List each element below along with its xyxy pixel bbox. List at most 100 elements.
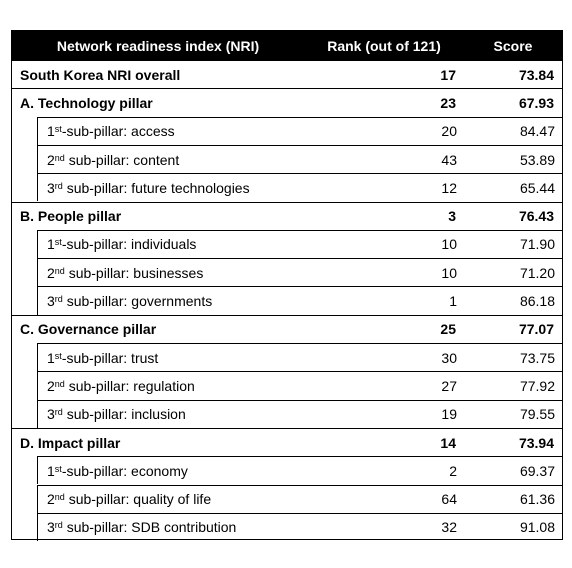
score: 61.36 bbox=[519, 491, 555, 508]
score: 91.08 bbox=[519, 519, 555, 536]
rank: 20 bbox=[441, 123, 457, 140]
ordinal-number: 2 bbox=[47, 151, 55, 168]
rank: 30 bbox=[441, 349, 457, 366]
row-label: C. Governance pillar bbox=[20, 321, 157, 338]
ordinal-suffix: rd bbox=[54, 407, 63, 418]
rank: 12 bbox=[441, 179, 457, 196]
rank-cell: 10 bbox=[305, 231, 457, 258]
score-cell: 79.55 bbox=[465, 401, 555, 428]
header-cell: Network readiness index (NRI) bbox=[12, 31, 304, 60]
row-label: 1st-sub-pillar: access bbox=[47, 123, 175, 139]
ordinal-number: 2 bbox=[47, 491, 55, 508]
ordinal-number: 1 bbox=[47, 123, 55, 140]
score-cell: 61.36 bbox=[465, 486, 555, 513]
label-cell: 3rd sub-pillar: inclusion bbox=[47, 401, 307, 428]
label-text: -sub-pillar: individuals bbox=[61, 236, 197, 253]
ordinal-suffix: nd bbox=[54, 265, 65, 276]
label-cell: 1st-sub-pillar: access bbox=[47, 118, 307, 145]
row-label: 1st-sub-pillar: individuals bbox=[47, 236, 196, 252]
header-row: Network readiness index (NRI) Rank (out o… bbox=[12, 31, 562, 60]
score: 73.94 bbox=[518, 434, 554, 451]
row-label: A. Technology pillar bbox=[20, 94, 153, 111]
label-cell: 2nd sub-pillar: regulation bbox=[47, 372, 307, 399]
ordinal-suffix: st bbox=[54, 124, 62, 135]
score: 77.92 bbox=[519, 377, 555, 394]
row-label: 3rd sub-pillar: future technologies bbox=[47, 180, 250, 196]
rank-cell: 30 bbox=[305, 344, 457, 371]
label-text: sub-pillar: SDB contribution bbox=[62, 519, 237, 536]
score: 73.84 bbox=[518, 66, 554, 83]
label-cell: 3rd sub-pillar: governments bbox=[47, 287, 307, 314]
score: 53.89 bbox=[519, 151, 555, 168]
column-header: Rank (out of 121) bbox=[327, 37, 441, 54]
sub-pillar-row: 3rd sub-pillar: future technologies 12 65.… bbox=[37, 173, 562, 202]
sub-pillar-row: 3rd sub-pillar: governments 1 86.18 bbox=[37, 286, 562, 315]
score-cell: 86.18 bbox=[465, 287, 555, 314]
sub-pillar-row: 2nd sub-pillar: regulation 27 77.92 bbox=[37, 371, 562, 400]
rank: 43 bbox=[441, 151, 457, 168]
score-cell: 84.47 bbox=[465, 118, 555, 145]
rank: 3 bbox=[448, 208, 456, 225]
row-label: 2nd sub-pillar: businesses bbox=[47, 265, 203, 281]
score: 65.44 bbox=[519, 179, 555, 196]
score: 71.20 bbox=[519, 264, 555, 281]
label-text: -sub-pillar: economy bbox=[61, 462, 188, 479]
rank-cell: 27 bbox=[305, 372, 457, 399]
rank-cell: 12 bbox=[305, 174, 457, 201]
score-cell: 73.75 bbox=[465, 344, 555, 371]
rank-cell: 10 bbox=[305, 259, 457, 286]
ordinal-suffix: rd bbox=[54, 180, 63, 191]
rank-cell: 3 bbox=[304, 203, 456, 230]
score: 69.37 bbox=[519, 462, 555, 479]
label-cell: 2nd sub-pillar: content bbox=[47, 146, 307, 173]
row-label: 1st-sub-pillar: economy bbox=[47, 463, 188, 479]
label-text: sub-pillar: future technologies bbox=[62, 179, 250, 196]
ordinal-number: 1 bbox=[47, 462, 55, 479]
sub-pillar-row: 1st-sub-pillar: trust 30 73.75 bbox=[37, 343, 562, 372]
score: 77.07 bbox=[518, 321, 554, 338]
label-cell: 2nd sub-pillar: businesses bbox=[47, 259, 307, 286]
pillar-row: C. Governance pillar 25 77.07 bbox=[12, 314, 562, 343]
rank: 64 bbox=[441, 491, 457, 508]
rank-cell: 23 bbox=[304, 89, 456, 116]
header-cell: Rank (out of 121) bbox=[304, 31, 464, 60]
nri-table: Network readiness index (NRI) Rank (out o… bbox=[11, 30, 563, 542]
row-label: B. People pillar bbox=[20, 208, 122, 225]
sub-pillar-row: 2nd sub-pillar: content 43 53.89 bbox=[37, 144, 562, 174]
row-label: 2nd sub-pillar: quality of life bbox=[47, 491, 211, 507]
rank: 1 bbox=[449, 293, 457, 310]
label-text: sub-pillar: quality of life bbox=[64, 491, 212, 508]
row-label: D. Impact pillar bbox=[20, 434, 121, 451]
score-cell: 91.08 bbox=[465, 514, 555, 541]
score-cell: 77.92 bbox=[465, 372, 555, 399]
rank-cell: 25 bbox=[304, 316, 456, 343]
score: 73.75 bbox=[519, 349, 555, 366]
score: 84.47 bbox=[519, 123, 555, 140]
rank: 25 bbox=[440, 321, 456, 338]
pillar-row: D. Impact pillar 14 73.94 bbox=[12, 427, 562, 456]
ordinal-number: 3 bbox=[47, 406, 55, 423]
overall-row: South Korea NRI overall 17 73.84 bbox=[12, 60, 562, 88]
ordinal-number: 3 bbox=[47, 293, 55, 310]
score-cell: 65.44 bbox=[465, 174, 555, 201]
label-text: sub-pillar: content bbox=[64, 151, 180, 168]
score: 86.18 bbox=[519, 293, 555, 310]
label-cell: A. Technology pillar bbox=[20, 89, 300, 116]
sub-pillar-row: 3rd sub-pillar: inclusion 19 79.55 bbox=[37, 399, 562, 428]
rank: 19 bbox=[441, 406, 457, 423]
rank-cell: 14 bbox=[304, 429, 456, 456]
sub-pillar-row: 1st-sub-pillar: individuals 10 71.90 bbox=[37, 229, 562, 259]
ordinal-suffix: nd bbox=[54, 152, 65, 163]
label-text: sub-pillar: regulation bbox=[64, 377, 195, 394]
rank-cell: 19 bbox=[305, 401, 457, 428]
ordinal-suffix: rd bbox=[54, 520, 63, 531]
label-cell: 2nd sub-pillar: quality of life bbox=[47, 486, 307, 513]
rank: 10 bbox=[441, 264, 457, 281]
ordinal-suffix: nd bbox=[54, 378, 65, 389]
ordinal-number: 1 bbox=[47, 236, 55, 253]
ordinal-number: 2 bbox=[47, 377, 55, 394]
rank: 23 bbox=[440, 94, 456, 111]
score-cell: 77.07 bbox=[464, 316, 554, 343]
score-cell: 73.94 bbox=[464, 429, 554, 456]
row-label: 1st-sub-pillar: trust bbox=[47, 350, 158, 366]
